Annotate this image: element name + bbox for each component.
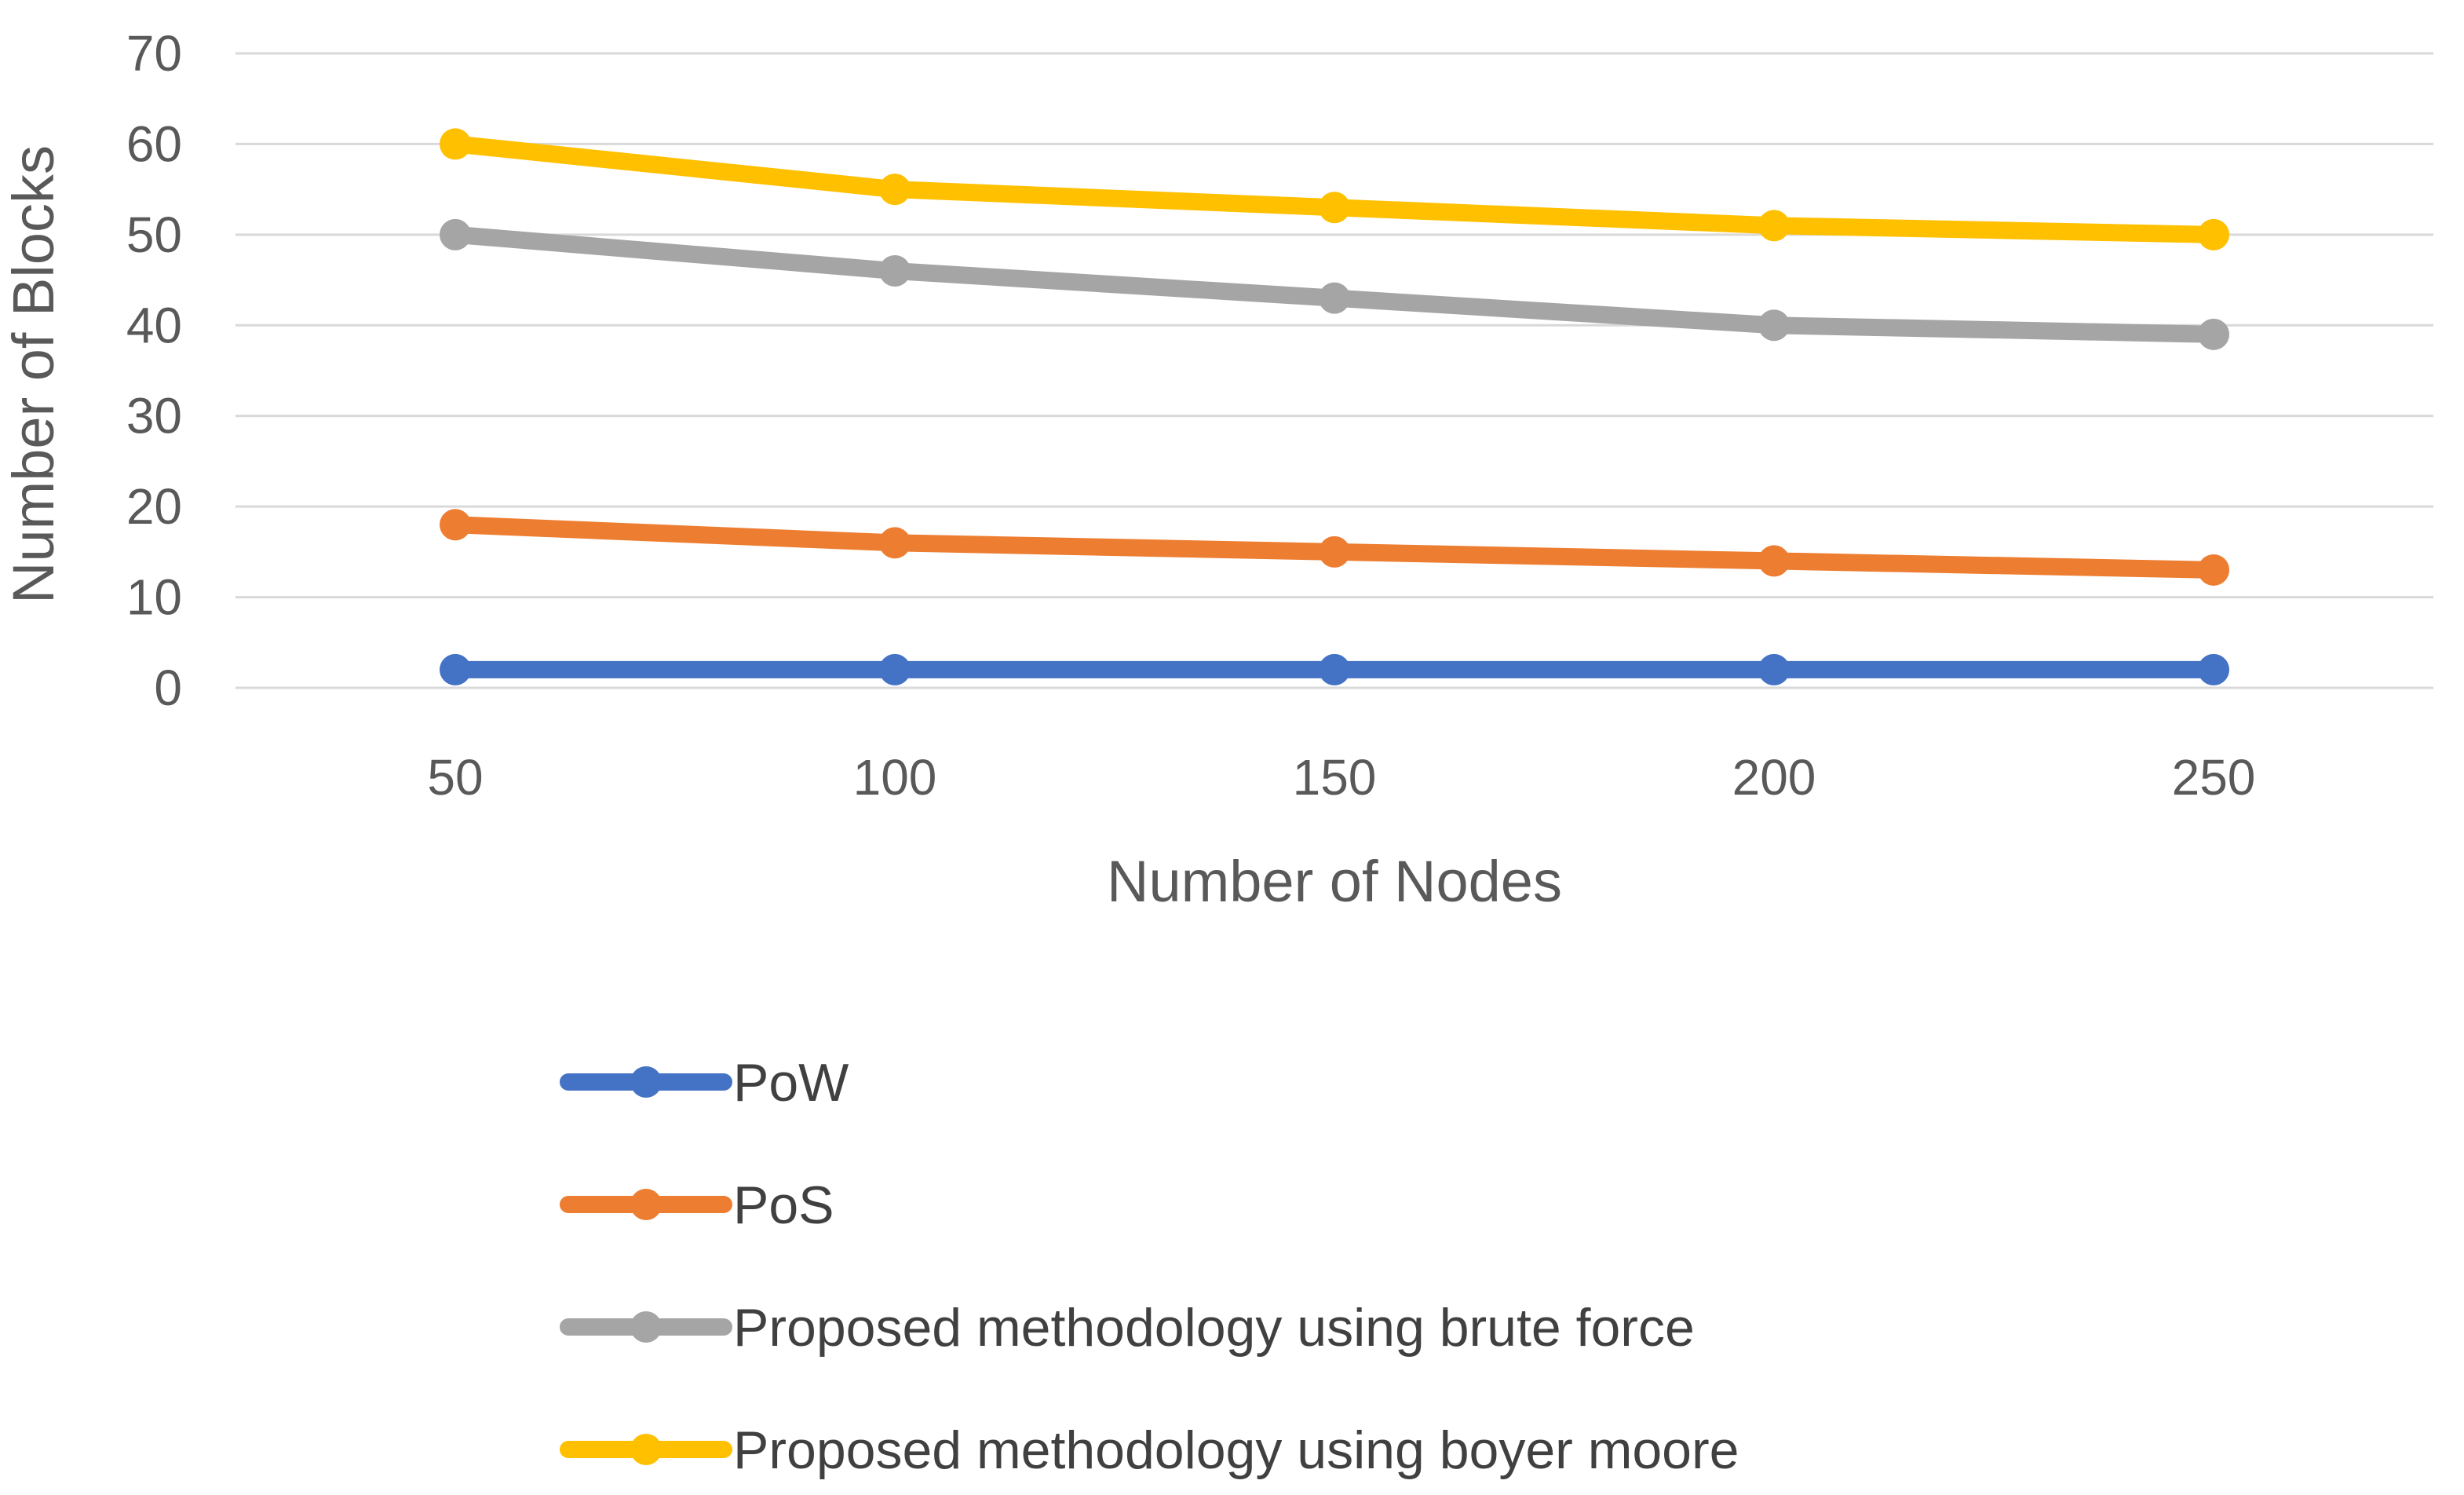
series-lines bbox=[440, 128, 2229, 685]
data-point bbox=[2198, 653, 2229, 685]
legend-swatch-marker bbox=[630, 1434, 662, 1465]
x-axis-title: Number of Nodes bbox=[1107, 849, 1562, 914]
data-point bbox=[2198, 554, 2229, 586]
legend-label: Proposed methodology using brute force bbox=[733, 1298, 1695, 1358]
data-point bbox=[2198, 318, 2229, 350]
data-point bbox=[2198, 218, 2229, 250]
series-0 bbox=[440, 653, 2229, 685]
data-point bbox=[1758, 309, 1790, 342]
x-tick-label: 150 bbox=[1293, 749, 1377, 806]
data-point bbox=[879, 527, 911, 559]
data-point bbox=[1319, 282, 1350, 314]
x-tick-label: 250 bbox=[2172, 749, 2256, 806]
data-point bbox=[1758, 210, 1790, 242]
legend-swatch-marker bbox=[630, 1189, 662, 1220]
data-point bbox=[879, 255, 911, 287]
legend-swatch-marker bbox=[630, 1311, 662, 1343]
y-tick-label: 50 bbox=[126, 207, 182, 263]
y-axis-tick-labels: 0 10 20 30 40 50 60 70 bbox=[126, 25, 182, 716]
data-point bbox=[1319, 192, 1350, 224]
data-point bbox=[1319, 653, 1350, 685]
x-tick-label: 100 bbox=[853, 749, 937, 806]
x-axis-tick-labels: 50 100 150 200 250 bbox=[427, 749, 2255, 806]
data-point bbox=[440, 128, 471, 160]
legend-label: PoS bbox=[733, 1175, 834, 1235]
legend-swatch-marker bbox=[630, 1066, 662, 1098]
series-1 bbox=[440, 509, 2229, 586]
legend-item: Proposed methodology using brute force bbox=[560, 1298, 1695, 1358]
y-tick-label: 30 bbox=[126, 388, 182, 444]
series-3 bbox=[440, 128, 2229, 250]
y-tick-label: 60 bbox=[126, 115, 182, 172]
data-point bbox=[879, 174, 911, 206]
legend-item: PoW bbox=[560, 1053, 849, 1113]
x-tick-label: 50 bbox=[427, 749, 483, 806]
data-point bbox=[440, 509, 471, 541]
data-point bbox=[1758, 545, 1790, 577]
y-tick-label: 20 bbox=[126, 478, 182, 535]
legend-item: Proposed methodology using boyer moore bbox=[560, 1420, 1739, 1480]
legend-label: PoW bbox=[733, 1053, 849, 1113]
legend: PoW PoS Proposed methodology using brute f… bbox=[560, 1053, 1739, 1480]
y-tick-label: 0 bbox=[154, 660, 182, 716]
data-point bbox=[879, 653, 911, 685]
y-tick-label: 40 bbox=[126, 297, 182, 353]
data-point bbox=[440, 218, 471, 250]
y-axis-title: Number of Blocks bbox=[1, 145, 66, 604]
legend-item: PoS bbox=[560, 1175, 834, 1235]
x-tick-label: 200 bbox=[1732, 749, 1816, 806]
data-point bbox=[1758, 653, 1790, 685]
y-tick-label: 10 bbox=[126, 569, 182, 626]
legend-label: Proposed methodology using boyer moore bbox=[733, 1420, 1739, 1480]
data-point bbox=[1319, 535, 1350, 568]
gridlines bbox=[235, 52, 2433, 689]
data-point bbox=[440, 653, 471, 685]
y-tick-label: 70 bbox=[126, 25, 182, 82]
series-2 bbox=[440, 218, 2229, 350]
